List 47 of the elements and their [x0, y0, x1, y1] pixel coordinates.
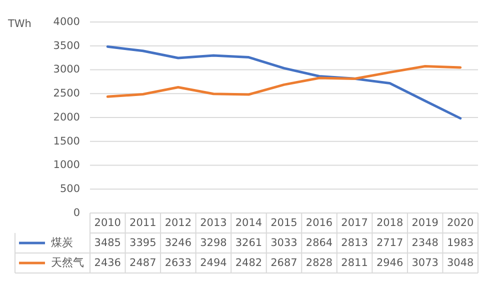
data-label: 3073 [412, 256, 438, 269]
x-tick-label: 2010 [94, 216, 122, 229]
x-tick-label: 2012 [164, 216, 192, 229]
data-label: 2828 [306, 256, 333, 269]
y-tick-label: 1500 [53, 135, 80, 148]
legend-label: 煤炭 [51, 236, 73, 250]
data-label: 2633 [164, 256, 192, 269]
data-label: 3246 [164, 236, 192, 249]
y-tick-label: 1000 [53, 159, 80, 172]
data-label: 2864 [306, 236, 333, 249]
x-tick-label: 2015 [270, 216, 298, 229]
y-tick-label: 500 [60, 183, 80, 195]
data-label: 3298 [200, 236, 227, 249]
x-tick-label: 2016 [306, 216, 333, 229]
x-tick-label: 2019 [412, 216, 438, 229]
data-label: 2482 [235, 256, 262, 269]
data-label: 2494 [200, 256, 228, 269]
x-tick-label: 2017 [341, 216, 368, 229]
x-tick-label: 2011 [130, 216, 156, 229]
data-label: 2946 [376, 256, 404, 269]
line-series [106, 65, 462, 98]
x-tick-label: 2018 [376, 216, 404, 229]
data-label: 2717 [376, 236, 404, 249]
data-label: 2811 [341, 256, 368, 269]
data-label: 3048 [446, 256, 474, 269]
y-tick-label: 0 [73, 206, 80, 219]
data-label: 2348 [412, 236, 438, 249]
y-tick-label: 3000 [53, 64, 80, 76]
y-tick-label: 2000 [53, 111, 80, 124]
legend-label: 天然气 [51, 256, 84, 270]
data-label: 3485 [94, 236, 122, 249]
y-tick-label: 2500 [53, 88, 80, 100]
data-label: 3261 [235, 236, 262, 249]
data-label: 1983 [446, 236, 474, 249]
y-tick-label: 3500 [53, 40, 80, 52]
line-series [106, 45, 462, 120]
data-label: 3033 [270, 236, 298, 249]
x-tick-label: 2013 [200, 216, 227, 229]
data-label: 2436 [94, 256, 122, 269]
y-tick-label: 4000 [53, 16, 80, 28]
data-label: 3395 [130, 236, 156, 249]
x-tick-label: 2020 [446, 216, 474, 229]
x-tick-label: 2014 [235, 216, 262, 229]
data-label: 2813 [341, 236, 368, 249]
data-label: 2687 [270, 256, 298, 269]
y-axis-title: TWh [7, 18, 32, 30]
data-label: 2487 [130, 256, 156, 269]
